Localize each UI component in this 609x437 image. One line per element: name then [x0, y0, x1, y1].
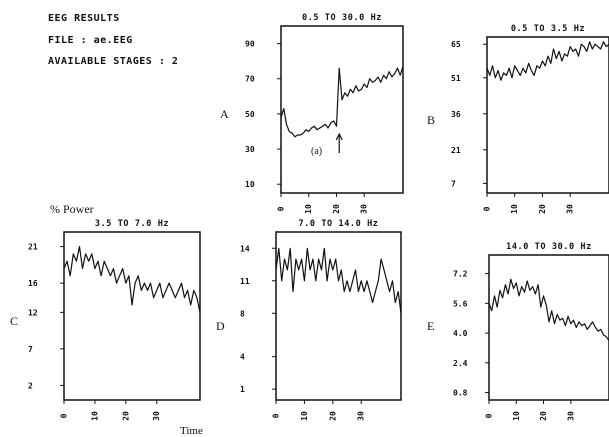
- y-tick-label: 0.8: [453, 389, 468, 398]
- y-tick-label: 14: [240, 244, 250, 253]
- panel-title: 0.5 TO 30.0 Hz: [302, 13, 382, 23]
- available-stages: AVAILABLE STAGES : 2: [48, 56, 179, 67]
- panel-frame: [63, 231, 201, 401]
- x-tick-label: 30: [357, 411, 366, 421]
- x-tick-label: 20: [121, 411, 130, 421]
- panel-frame: [275, 231, 402, 401]
- time-axis-label: Time: [180, 425, 203, 437]
- panel-letter-label: C: [10, 314, 18, 328]
- x-tick-label: 20: [328, 411, 337, 421]
- data-series-line: [486, 41, 609, 81]
- y-tick-label: 21: [28, 243, 38, 252]
- y-tick-label: 11: [240, 277, 250, 286]
- x-tick-label: 10: [510, 204, 519, 214]
- y-tick-label: 90: [245, 40, 255, 49]
- panel-title: 14.0 TO 30.0 Hz: [506, 242, 592, 252]
- y-tick-label: 16: [28, 279, 38, 288]
- panel-letter-label: D: [216, 319, 225, 333]
- y-tick-label: 10: [245, 180, 255, 189]
- x-tick-label: 0: [277, 206, 286, 211]
- y-tick-label: 51: [451, 74, 461, 83]
- y-tick-label: 30: [245, 145, 255, 154]
- x-tick-label: 30: [566, 204, 575, 214]
- x-tick-label: 30: [566, 411, 575, 421]
- y-tick-label: 36: [451, 110, 461, 119]
- panel-letter-label: A: [220, 107, 229, 121]
- data-series-line: [63, 246, 201, 313]
- y-tick-label: 7: [451, 179, 456, 188]
- x-tick-label: 20: [538, 204, 547, 214]
- y-tick-label: 1: [240, 385, 245, 394]
- results-title: EEG RESULTS: [48, 13, 120, 24]
- panel-frame: [486, 36, 609, 194]
- x-tick-label: 20: [332, 204, 341, 214]
- data-series-line: [280, 66, 404, 138]
- panel-title: 3.5 TO 7.0 Hz: [95, 219, 169, 229]
- x-tick-label: 0: [485, 413, 494, 418]
- annotation-arrow-head: [335, 132, 343, 141]
- y-tick-label: 5.6: [453, 299, 468, 308]
- panel-frame: [280, 25, 404, 194]
- x-tick-label: 10: [90, 411, 99, 421]
- y-tick-label: 21: [451, 146, 461, 155]
- panel-letter-label: B: [427, 113, 435, 127]
- x-tick-label: 10: [300, 411, 309, 421]
- y-tick-label: 7.2: [453, 270, 468, 279]
- y-tick-label: 12: [28, 308, 38, 317]
- power-axis-label: % Power: [50, 202, 94, 216]
- y-tick-label: 4: [240, 353, 245, 362]
- y-tick-label: 70: [245, 75, 255, 84]
- x-tick-label: 10: [304, 204, 313, 214]
- y-tick-label: 8: [240, 309, 245, 318]
- x-tick-label: 30: [152, 411, 161, 421]
- data-series-line: [275, 247, 402, 314]
- x-tick-label: 10: [512, 411, 521, 421]
- y-tick-label: 50: [245, 110, 255, 119]
- data-series-line: [488, 278, 609, 341]
- x-tick-label: 0: [483, 206, 492, 211]
- panel-title: 7.0 TO 14.0 Hz: [298, 219, 378, 229]
- y-tick-label: 65: [451, 40, 461, 49]
- x-tick-label: 0: [272, 413, 281, 418]
- y-tick-label: 2.4: [453, 359, 468, 368]
- y-tick-label: 2: [28, 381, 33, 390]
- x-tick-label: 30: [360, 204, 369, 214]
- x-tick-label: 20: [539, 411, 548, 421]
- x-tick-label: 0: [60, 413, 69, 418]
- y-tick-label: 4.0: [453, 329, 468, 338]
- panel-frame: [488, 254, 609, 401]
- annotation-label: (a): [311, 146, 322, 157]
- panel-letter-label: E: [427, 319, 434, 333]
- panel-title: 0.5 TO 3.5 Hz: [511, 24, 585, 34]
- file-name: FILE : ae.EEG: [48, 35, 133, 46]
- y-tick-label: 7: [28, 345, 33, 354]
